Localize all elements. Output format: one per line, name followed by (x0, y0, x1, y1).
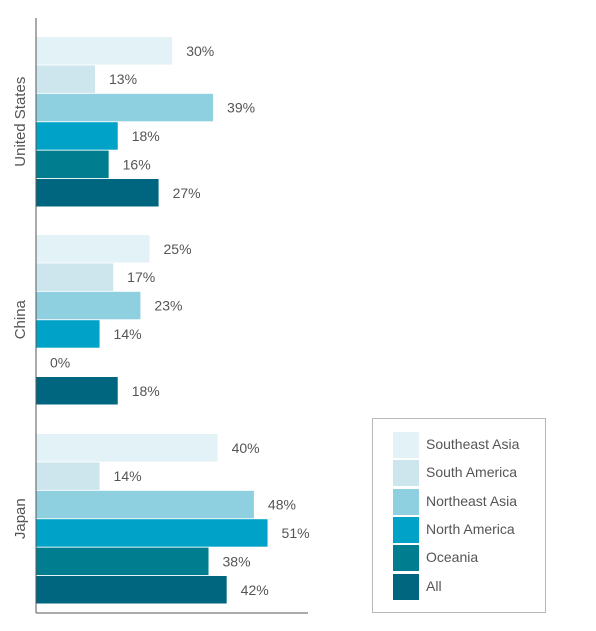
bar-value-label: 30% (186, 43, 214, 59)
legend-swatch (393, 545, 419, 572)
bar-value-label: 23% (154, 298, 182, 314)
bar (36, 122, 118, 150)
legend-item: Southeast Asia (393, 432, 543, 458)
bar (36, 377, 118, 405)
legend-swatch (393, 460, 419, 487)
bar-value-label: 17% (127, 269, 155, 285)
legend-swatch (393, 488, 419, 515)
bar (36, 490, 254, 519)
bars-group (36, 37, 268, 604)
legend-item: North America (393, 516, 543, 543)
bar (36, 291, 141, 320)
bar (36, 179, 159, 207)
bar (36, 235, 150, 263)
bar-value-label: 14% (114, 326, 142, 342)
bar-value-label: 40% (232, 440, 260, 456)
legend-label: Southeast Asia (426, 436, 520, 452)
bar-value-label: 0% (50, 354, 70, 370)
value-labels-group: 30% 13% 39% 18% 16% 27% 25% 17% 23% 14% 0% 18% 40% 14… (50, 43, 310, 598)
bar-value-label: 18% (132, 128, 160, 144)
category-label: United States (12, 77, 29, 167)
bar (36, 263, 114, 291)
legend-item: South America (393, 460, 543, 487)
bar-value-label: 42% (241, 582, 269, 598)
legend-label: All (426, 577, 442, 594)
legend-item: Northeast Asia (393, 488, 543, 515)
bar (36, 576, 227, 604)
bar-value-label: 27% (173, 185, 201, 201)
bar (36, 93, 214, 122)
bar-value-label: 14% (114, 468, 142, 484)
legend-swatch (393, 516, 419, 543)
legend-label: South America (426, 464, 518, 481)
legend-label: North America (426, 520, 515, 537)
bar-value-label: 38% (223, 553, 251, 569)
bar (36, 434, 218, 462)
legend-swatch (393, 432, 419, 458)
bar (36, 547, 209, 576)
bar-value-label: 18% (132, 383, 160, 399)
bar (36, 37, 173, 65)
bar (36, 65, 96, 93)
legend-label: Northeast Asia (426, 492, 518, 509)
bar-value-label: 51% (282, 525, 310, 541)
legend: Southeast Asia South America Northeast Asi… (372, 418, 546, 613)
bar (36, 462, 100, 490)
legend-item: All (393, 573, 543, 600)
category-labels-group: United States China Japan (12, 77, 29, 539)
legend-label: Oceania (426, 549, 479, 566)
bar-value-label: 39% (227, 100, 255, 116)
bar (36, 320, 100, 348)
bar-value-label: 13% (109, 71, 137, 87)
category-label: Japan (12, 498, 29, 539)
bar-value-label: 48% (268, 497, 296, 513)
bar (36, 150, 109, 179)
category-label: China (12, 299, 29, 339)
legend-item: Oceania (393, 545, 543, 572)
bar (36, 519, 268, 547)
bar-value-label: 25% (164, 241, 192, 257)
legend-swatch (393, 573, 419, 600)
bar-value-label: 16% (123, 156, 151, 172)
